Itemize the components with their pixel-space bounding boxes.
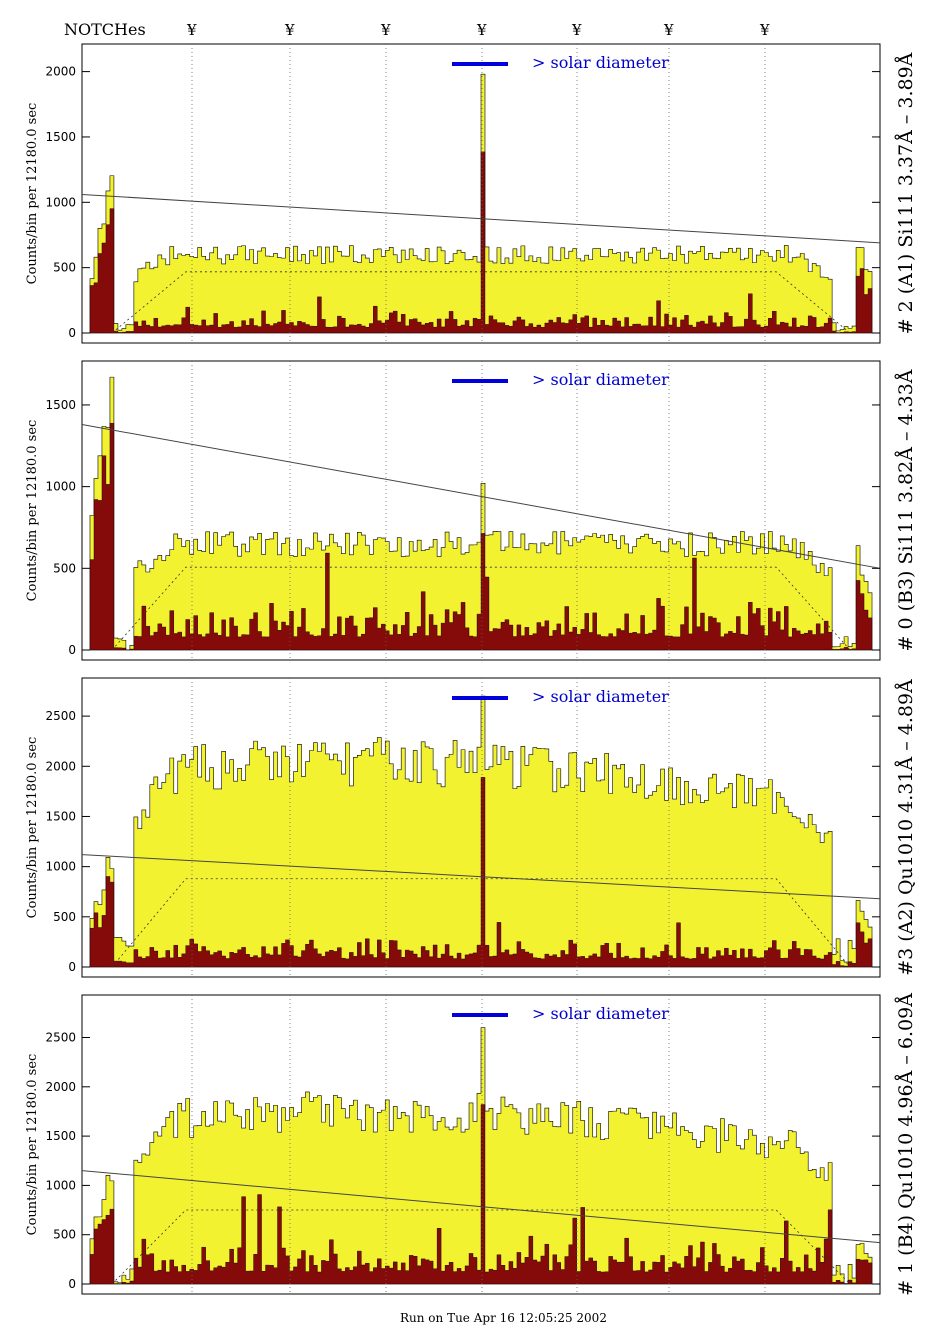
y-tick-label: 500 [53, 561, 76, 575]
y-axis-label: Counts/bin per 12180.0 sec [25, 1054, 40, 1236]
histogram-maroon [82, 1104, 880, 1285]
histogram-maroon [82, 777, 880, 968]
y-tick-label: 1500 [45, 1129, 76, 1143]
y-tick-label: 2500 [45, 1031, 76, 1045]
smooth-curve [111, 566, 851, 651]
y-tick-label: 500 [53, 1228, 76, 1242]
y-tick-label: 1500 [45, 398, 76, 412]
smooth-curve [111, 878, 851, 968]
y-tick-label: 1500 [45, 130, 76, 144]
notch-symbol: ¥ [571, 21, 582, 39]
y-axis-label: Counts/bin per 12180.0 sec [25, 737, 40, 919]
notches-title: NOTCHes [64, 20, 146, 39]
panels: 0 500 1000 1500 2000 Counts/bin per 12180.0 s… [25, 43, 917, 1296]
run-timestamp: Run on Tue Apr 16 12:05:25 2002 [400, 1311, 607, 1325]
panel-1: 0 500 1000 1500 Counts/bin per 12180.0 sec # … [25, 360, 917, 661]
smooth-curve [111, 1209, 851, 1285]
smooth-curve [111, 271, 851, 334]
y-tick-label: 0 [68, 326, 76, 340]
y-tick-label: 1000 [45, 860, 76, 874]
notch-markers: ¥ ¥ ¥ ¥ ¥ ¥ ¥ [186, 21, 770, 39]
panel-title: # 2 (A1) Si111 3.37Å – 3.89Å [895, 52, 917, 334]
panel-title: # 1 (B4) Qu1010 4.96Å – 6.09Å [895, 993, 917, 1296]
panel-3: 0 500 1000 1500 2000 2500 Counts/bin per 12180… [25, 993, 917, 1296]
notch-symbol: ¥ [186, 21, 197, 39]
fit-line [81, 854, 881, 900]
y-tick-label: 500 [53, 910, 76, 924]
notch-symbol: ¥ [380, 21, 391, 39]
histogram-maroon [82, 423, 880, 651]
y-tick-label: 0 [68, 1277, 76, 1291]
y-axis-label: Counts/bin per 12180.0 sec [25, 103, 40, 285]
y-tick-label: 0 [68, 960, 76, 974]
y-tick-label: 1000 [45, 480, 76, 494]
y-tick-label: 2000 [45, 759, 76, 773]
fit-line [81, 1170, 881, 1244]
y-tick-label: 0 [68, 643, 76, 657]
solar-diameter-label: > solar diameter [532, 370, 669, 389]
panel-2: 0 500 1000 1500 2000 2500 Counts/bin per 12180… [25, 677, 917, 978]
y-tick-label: 1000 [45, 195, 76, 209]
panel-title: #3 (A2) Qu1010 4.31Å – 4.89Å [895, 679, 917, 976]
y-tick-label: 1500 [45, 809, 76, 823]
y-tick-label: 2000 [45, 65, 76, 79]
notch-symbol: ¥ [476, 21, 487, 39]
histogram-yellow [82, 376, 880, 651]
solar-diameter-label: > solar diameter [532, 1004, 669, 1023]
fit-line [81, 424, 881, 569]
solar-diameter-label: > solar diameter [532, 53, 669, 72]
y-axis-label: Counts/bin per 12180.0 sec [25, 420, 40, 602]
notch-symbol: ¥ [284, 21, 295, 39]
y-tick-label: 2500 [45, 709, 76, 723]
panel-0: 0 500 1000 1500 2000 Counts/bin per 12180.0 s… [25, 43, 917, 344]
panel-title: # 0 (B3) Si111 3.82Å – 4.33Å [895, 369, 917, 651]
histogram-maroon [82, 151, 880, 334]
notch-symbol: ¥ [759, 21, 770, 39]
y-tick-label: 2000 [45, 1080, 76, 1094]
y-tick-label: 1000 [45, 1178, 76, 1192]
notch-symbol: ¥ [663, 21, 674, 39]
fit-line [81, 193, 881, 244]
solar-diameter-label: > solar diameter [532, 687, 669, 706]
y-tick-label: 500 [53, 261, 76, 275]
